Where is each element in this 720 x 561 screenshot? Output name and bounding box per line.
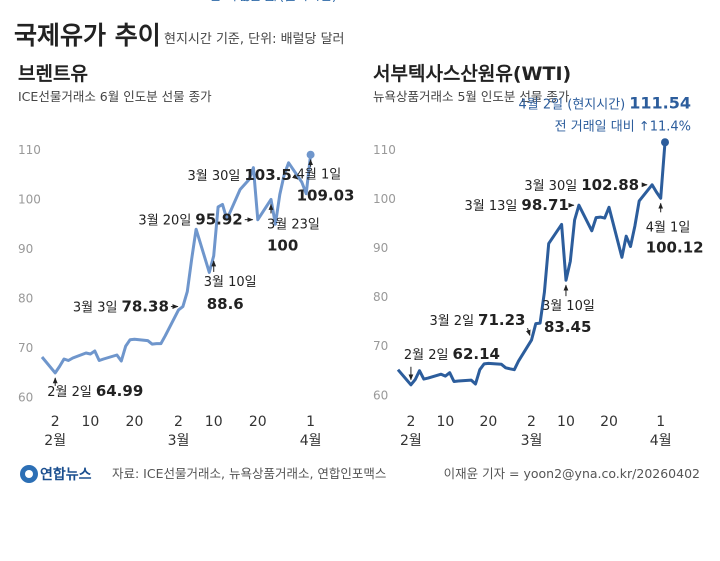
chart-subtitle: ICE선물거래소 6월 인도분 선물 종가: [18, 89, 212, 104]
annotation-value: 98.71: [521, 196, 568, 214]
page-title: 국제유가 추이: [14, 21, 161, 50]
annotation-value: 78.38: [121, 298, 168, 316]
logo: 연합뉴스: [20, 465, 92, 483]
y-tick-label: 70: [373, 339, 388, 353]
y-tick-label: 70: [18, 341, 33, 355]
annotation-value: 62.14: [453, 345, 500, 363]
annotation-date: 4월 1일: [646, 220, 691, 235]
x-tick-label: 2: [406, 414, 415, 430]
chart-title: 브렌트유: [18, 63, 88, 85]
x-tick-label: 20: [126, 414, 144, 430]
y-tick-label: 100: [18, 192, 41, 206]
x-tick-label: 10: [82, 414, 100, 430]
last-point: [661, 138, 669, 147]
x-tick-label: 2: [174, 414, 183, 430]
annotation: 4월 2일 (현지시간) 111.54: [519, 93, 691, 112]
x-tick-label: 2: [527, 414, 536, 430]
month-label: 4월: [650, 433, 672, 449]
price-line: [396, 142, 667, 387]
annotation-value: 83.45: [544, 318, 591, 336]
logo-icon-inner: [25, 470, 33, 478]
y-tick-label: 80: [18, 292, 33, 306]
x-tick-label: 20: [600, 414, 618, 430]
annotation-value: 103.5: [244, 166, 291, 184]
annotation-value: 111.54: [629, 93, 691, 112]
y-tick-label: 90: [18, 242, 33, 256]
annotation-note: 전 거래일 대비 ↑7.8%: [209, 0, 337, 4]
annotation-date: 3월 10일: [204, 275, 257, 290]
y-tick-label: 80: [373, 290, 388, 304]
annotation: 3월 2일 71.23: [429, 311, 525, 329]
annotation: 3월 30일 103.5: [187, 166, 291, 184]
month-label: 3월: [168, 433, 190, 449]
x-tick-label: 1: [306, 414, 315, 430]
last-point: [306, 150, 315, 159]
annotation: 4월 2일 (현지시간): [230, 0, 337, 4]
annotation-date: 3월 30일: [524, 179, 577, 194]
annotation-value: 95.92: [195, 211, 242, 229]
annotation-value: 109.03: [297, 187, 355, 205]
logo-text: 연합뉴스: [40, 466, 92, 483]
month-label: 3월: [521, 433, 543, 449]
x-tick-label: 1: [656, 414, 665, 430]
annotation-date: 2월 2일: [404, 348, 449, 363]
annotation-value: 71.23: [478, 311, 525, 329]
x-tick-label: 10: [557, 414, 575, 430]
annotation-date: 3월 2일: [429, 314, 474, 329]
price-line: [40, 154, 313, 375]
month-label: 2월: [400, 433, 422, 449]
x-tick-label: 10: [436, 414, 454, 430]
annotation-date: 3월 3일: [73, 301, 118, 316]
x-tick-label: 2: [51, 414, 60, 430]
y-tick-label: 110: [18, 143, 41, 157]
month-label: 2월: [44, 433, 66, 449]
annotation-value: 64.99: [96, 382, 143, 400]
annotation-date: 2월 2일: [47, 385, 92, 400]
y-tick-label: 60: [373, 388, 388, 402]
annotation-note: 전 거래일 대비 ↑11.4%: [555, 119, 691, 134]
y-tick-label: 60: [18, 391, 33, 405]
month-label: 4월: [300, 433, 322, 449]
annotation: 3월 13일 98.71: [465, 196, 569, 214]
annotation: 3월 30일 102.88: [524, 176, 639, 194]
annotation-value: 102.88: [581, 176, 639, 194]
chart-subtitle: 뉴욕상품거래소 5월 인도분 선물 종가: [373, 89, 570, 104]
annotation-date: 3월 23일: [267, 217, 320, 232]
x-tick-label: 10: [205, 414, 223, 430]
annotation-value: 100: [267, 236, 298, 254]
annotation-date: 4월 2일 (현지시간): [519, 97, 626, 112]
page-note: 현지시간 기준, 단위: 배럴당 달러: [164, 32, 345, 47]
annotation: 2월 2일 62.14: [404, 345, 500, 363]
annotation-arrow: [525, 327, 531, 336]
annotation-value: 100.12: [646, 238, 704, 256]
y-tick-label: 90: [373, 241, 388, 255]
annotation-date: 4월 1일: [297, 168, 342, 183]
annotation-date: 3월 10일: [542, 299, 595, 314]
y-tick-label: 100: [373, 192, 396, 206]
annotation-date: 3월 13일: [465, 199, 518, 214]
annotation-date: 3월 20일: [138, 214, 191, 229]
credit: 이재윤 기자 = yoon2@yna.co.kr/20260402: [444, 466, 700, 481]
annotation-date: 4월 2일 (현지시간): [230, 0, 337, 4]
annotation: 3월 3일 78.38: [73, 298, 169, 316]
annotation: 3월 20일 95.92: [138, 211, 242, 229]
annotation: 2월 2일 64.99: [47, 382, 143, 400]
chart-title: 서부텍사스산원유(WTI): [373, 63, 571, 85]
y-tick-label: 110: [373, 143, 396, 157]
annotation-value: 88.6: [207, 295, 244, 313]
annotation-date: 3월 30일: [187, 169, 240, 184]
x-tick-label: 20: [480, 414, 498, 430]
x-tick-label: 20: [249, 414, 267, 430]
annotation-arrow: [292, 173, 299, 180]
source: 자료: ICE선물거래소, 뉴욕상품거래소, 연합인포맥스: [112, 466, 386, 481]
